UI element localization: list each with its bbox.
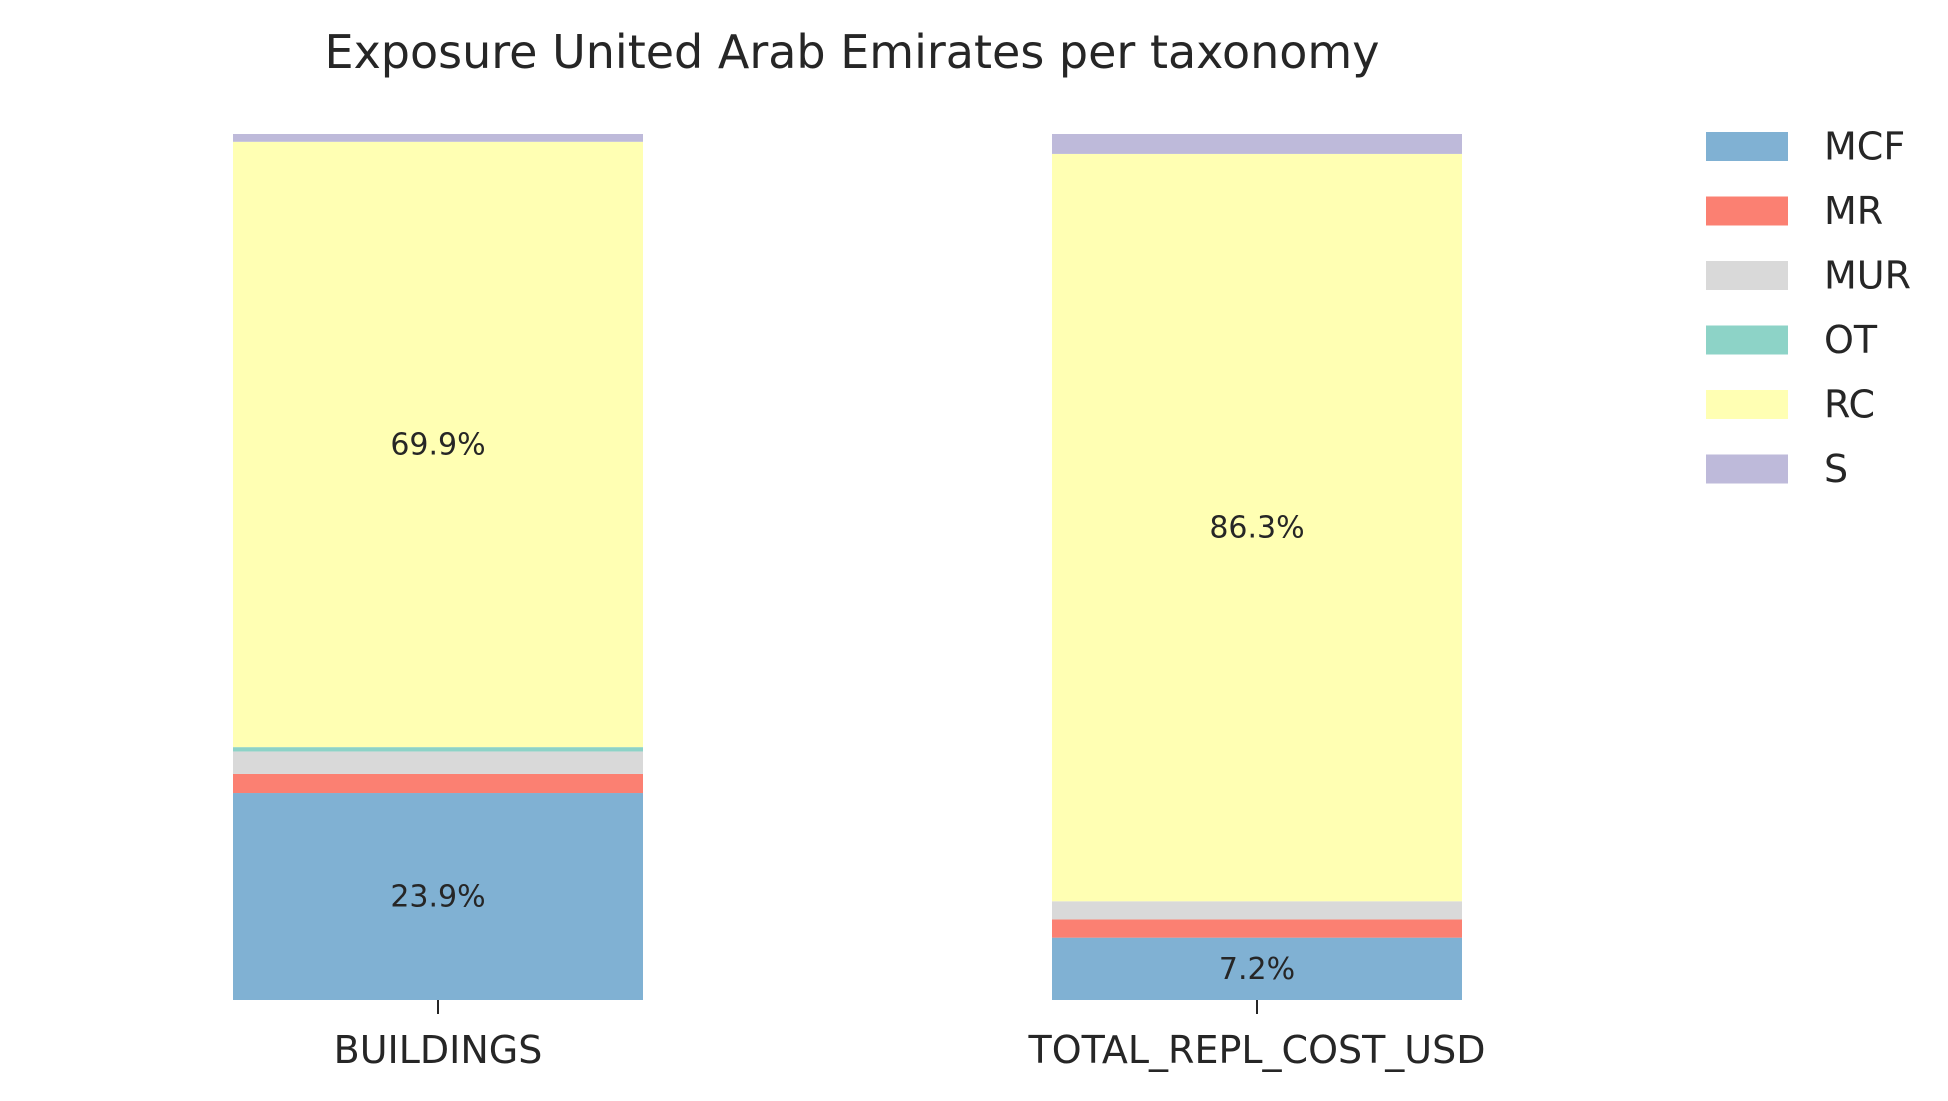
bar-value-label: 7.2% <box>1219 952 1295 987</box>
bar-buildings-s <box>233 134 643 142</box>
x-axis: BUILDINGS TOTAL_REPL_COST_USD <box>334 1000 1486 1072</box>
bar-buildings-mr <box>233 773 643 794</box>
bar-total-repl-cost-usd-mr <box>1052 919 1462 938</box>
legend-label-mr: MR <box>1824 189 1883 233</box>
bar-value-label: 69.9% <box>390 427 485 462</box>
bar-value-label: 86.3% <box>1209 511 1304 546</box>
bar-total-repl-cost-usd-mur <box>1052 901 1462 920</box>
bar-total-repl-cost-usd-rc <box>1052 153 1462 902</box>
bar-value-label: 23.9% <box>390 880 485 915</box>
x-tick-label-buildings: BUILDINGS <box>334 1028 543 1072</box>
legend: MCF MR MUR OT RC S <box>1706 125 1911 491</box>
legend-label-mur: MUR <box>1824 254 1911 298</box>
bar-buildings-ot <box>233 747 643 752</box>
legend-swatch-s <box>1706 454 1788 484</box>
bar-total-repl-cost-usd-mcf <box>1052 937 1462 1000</box>
legend-swatch-mur <box>1706 261 1788 290</box>
legend-swatch-mr <box>1706 196 1788 226</box>
legend-label-rc: RC <box>1824 383 1875 427</box>
bar-buildings-mcf <box>233 793 643 1000</box>
legend-swatch-mcf <box>1706 132 1788 161</box>
bar-buildings-rc <box>233 141 643 748</box>
bars-group: 23.9% 69.9% 7.2% 86.3% <box>233 134 1462 1000</box>
bar-total-repl-cost-usd-s <box>1052 134 1462 154</box>
legend-swatch-rc <box>1706 390 1788 419</box>
legend-label-s: S <box>1824 447 1848 491</box>
legend-label-mcf: MCF <box>1824 125 1905 169</box>
legend-swatch-ot <box>1706 325 1788 355</box>
chart-title: Exposure United Arab Emirates per taxono… <box>325 25 1380 79</box>
legend-label-ot: OT <box>1824 318 1878 362</box>
x-tick-label-total-repl-cost-usd: TOTAL_REPL_COST_USD <box>1027 1028 1485 1072</box>
bar-buildings-mur <box>233 751 643 774</box>
